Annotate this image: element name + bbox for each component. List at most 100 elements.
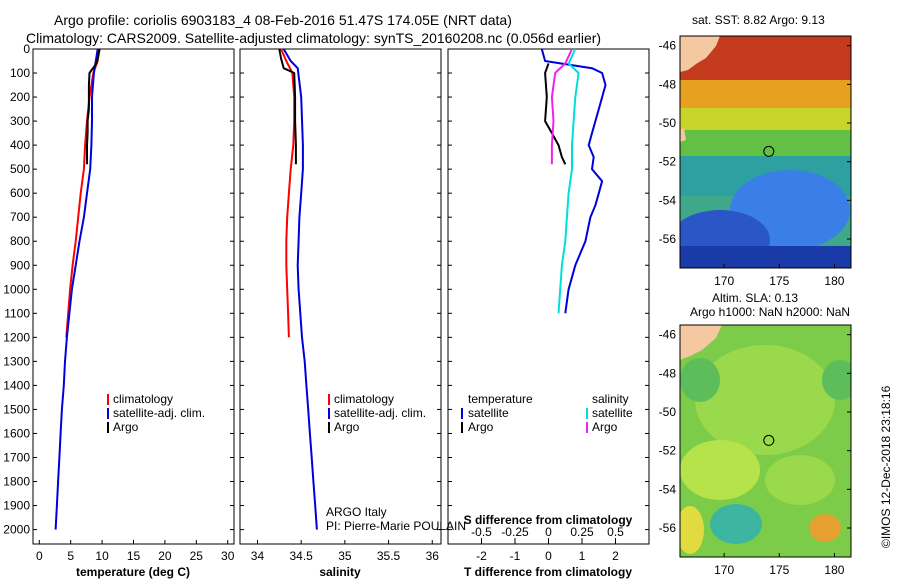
legend-label-s-satellite: satellite [592,406,633,420]
s-x-tick-label: -0.5 [471,525,492,539]
legend-label-climatology: climatology [113,392,173,406]
difference-s-xlabel: S difference from climatology [464,513,633,527]
depth-tick-label: 1900 [3,499,30,513]
x-tick-label: 30 [221,549,235,563]
map-x-tick-label: 180 [824,274,844,288]
x-tick-label: 34.5 [289,549,313,563]
map-y-tick-label: -52 [659,155,677,169]
x-tick-label: 1 [579,549,586,563]
map-y-tick-label: -54 [659,482,677,496]
depth-tick-label: 200 [10,90,30,104]
legend-swatch-s-argo [586,422,588,433]
sla-map-profile-marker [763,434,775,446]
depth-tick-label: 600 [10,186,30,200]
salinity-axes-frame [239,48,442,545]
figure-title-line1: Argo profile: coriolis 6903183_4 08-Feb-… [54,12,512,28]
depth-tick-label: 1300 [3,354,30,368]
x-tick-label: 0 [545,549,552,563]
series-line-t-satellite [540,48,607,314]
map-y-tick-label: -56 [659,521,677,535]
series-line-climatology [280,48,296,338]
depth-tick-label: 2000 [3,523,30,537]
sla-map-image [680,325,851,557]
x-tick-label: 36 [426,549,440,563]
difference-s-x-ticks: -0.5 -0.25 0 0.25 0.5 [471,525,624,544]
legend-title-salinity: salinity [592,392,629,406]
depth-tick-label: 900 [10,258,30,272]
depth-tick-label: 1800 [3,475,30,489]
temperature-axes-frame [32,48,235,545]
sla-map-title-line2: Argo h1000: NaN h2000: NaN [690,305,850,319]
sla-map-frame [679,324,852,558]
legend-label-t-argo: Argo [468,420,494,434]
series-line-argo [86,48,101,165]
legend-label-t-satellite: satellite [468,406,509,420]
legend-label-argo: Argo [334,420,360,434]
s-x-tick-label: -0.25 [501,525,529,539]
series-line-satellite-adj-clim- [54,48,99,530]
salinity-lines [278,48,318,530]
map-y-tick-label: -48 [659,77,677,91]
sst-map-title: sat. SST: 8.82 Argo: 9.13 [692,13,825,27]
temperature-xlabel: temperature (deg C) [76,565,190,579]
series-line-t-argo [544,63,567,165]
legend-swatch-satellite [328,408,330,419]
legend-label-climatology: climatology [334,392,394,406]
series-line-s-satellite [557,48,580,314]
x-tick-label: -1 [510,549,521,563]
map-x-tick-label: 180 [824,563,844,577]
x-tick-label: -2 [476,549,487,563]
salinity-legend: climatology satellite-adj. clim. Argo [328,392,426,434]
sst-map-profile-marker [763,145,775,157]
legend-label-argo: Argo [113,420,139,434]
x-tick-label: 34 [251,549,265,563]
temperature-x-ticks: 0 5 10 15 20 25 30 [36,540,235,563]
x-tick-label: 10 [95,549,109,563]
sst-map-image [680,36,851,268]
x-tick-label: 25 [190,549,204,563]
map-y-tick-label: -50 [659,405,677,419]
depth-tick-label: 0 [23,42,30,56]
x-tick-label: 35.5 [377,549,401,563]
salinity-depth-ticks [240,48,441,531]
depth-tick-label: 1400 [3,378,30,392]
legend-label-satellite: satellite-adj. clim. [334,406,426,420]
figure-title-line2: Climatology: CARS2009. Satellite-adjuste… [26,30,601,46]
sst-map-ticks: 170 175 180 -46 -48 -50 -52 -54 -56 [659,39,851,288]
depth-tick-label: 400 [10,138,30,152]
legend-swatch-argo [328,422,330,433]
credit-line1: ARGO Italy [326,505,387,519]
map-y-tick-label: -50 [659,116,677,130]
x-tick-label: 15 [127,549,141,563]
sst-map-frame [679,35,852,269]
s-x-tick-label: 0.25 [570,525,594,539]
legend-swatch-satellite [107,408,109,419]
difference-lines [540,48,607,314]
map-x-tick-label: 170 [714,274,734,288]
credit-line2: PI: Pierre-Marie POULAIN [326,519,466,533]
imos-watermark: ©IMOS 12-Dec-2018 23:18:16 [879,385,893,548]
legend-swatch-t-satellite [461,408,463,419]
x-tick-label: 5 [67,549,74,563]
legend-title-temperature: temperature [468,392,533,406]
depth-tick-label: 300 [10,114,30,128]
legend-swatch-climatology [107,394,109,405]
map-x-tick-label: 175 [769,563,789,577]
temperature-legend: climatology satellite-adj. clim. Argo [107,392,205,434]
depth-tick-label: 100 [10,66,30,80]
x-tick-label: 0 [36,549,43,563]
series-line-argo [278,48,297,165]
depth-tick-label: 1500 [3,402,30,416]
legend-swatch-argo [107,422,109,433]
legend-swatch-climatology [328,394,330,405]
legend-swatch-t-argo [461,422,463,433]
depth-tick-label: 800 [10,234,30,248]
difference-xlabel: T difference from climatology [464,565,632,579]
difference-depth-ticks [448,48,649,531]
x-tick-label: 2 [612,549,619,563]
map-x-tick-label: 170 [714,563,734,577]
map-y-tick-label: -56 [659,232,677,246]
legend-label-s-argo: Argo [592,420,618,434]
salinity-x-ticks: 34 34.5 35 35.5 36 [251,540,439,563]
